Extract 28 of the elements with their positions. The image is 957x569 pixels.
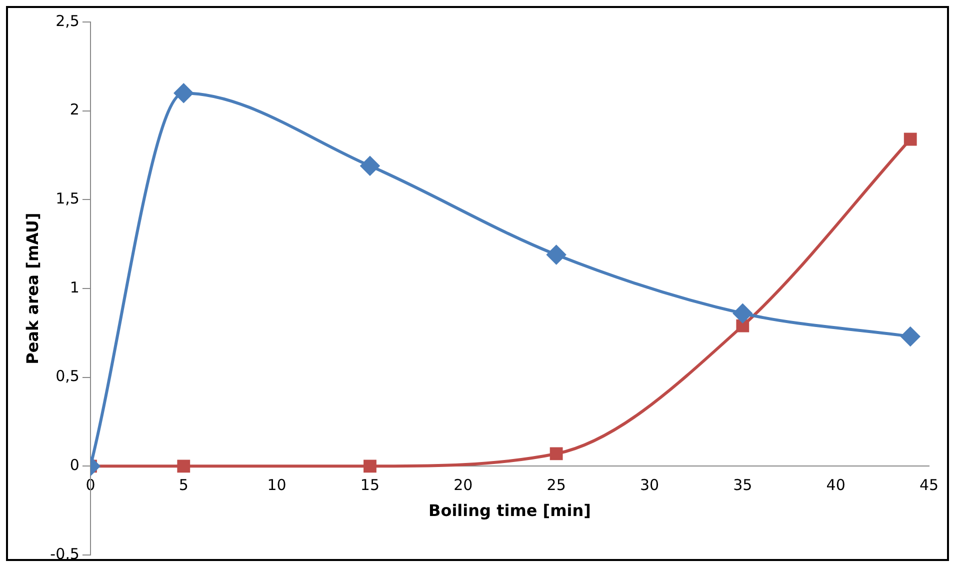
x-tick-label: 25: [546, 476, 566, 494]
point: [733, 304, 752, 323]
y-tick-label: 1,5: [56, 190, 80, 208]
point: [900, 326, 920, 346]
point: [360, 156, 380, 176]
point: [364, 460, 376, 473]
x-tick-label: 40: [826, 476, 846, 494]
x-tick-label: 10: [267, 476, 286, 494]
x-tick-label: 45: [919, 476, 939, 494]
x-tick-label: 30: [640, 476, 660, 494]
y-tick-label: 2: [70, 100, 80, 119]
point: [177, 460, 190, 473]
y-tick-label: 2,5: [56, 12, 80, 30]
point: [736, 319, 750, 332]
point: [904, 132, 917, 146]
x-tick-label: 15: [360, 476, 380, 494]
x-axis-title: Boiling time [min]: [428, 500, 591, 520]
x-tick-label: 5: [178, 476, 188, 494]
x-tick-label: 35: [733, 476, 752, 494]
y-axis-title: Peak area [mAU]: [22, 212, 42, 364]
y-tick-label: 0,5: [56, 367, 80, 386]
point: [546, 245, 566, 264]
point: [174, 84, 194, 103]
y-tick-label: 0: [70, 456, 80, 474]
point: [550, 447, 563, 460]
y-tick-label: 1: [70, 278, 80, 296]
y-tick-label: -0,5: [50, 544, 80, 563]
x-tick-label: 20: [454, 476, 473, 494]
